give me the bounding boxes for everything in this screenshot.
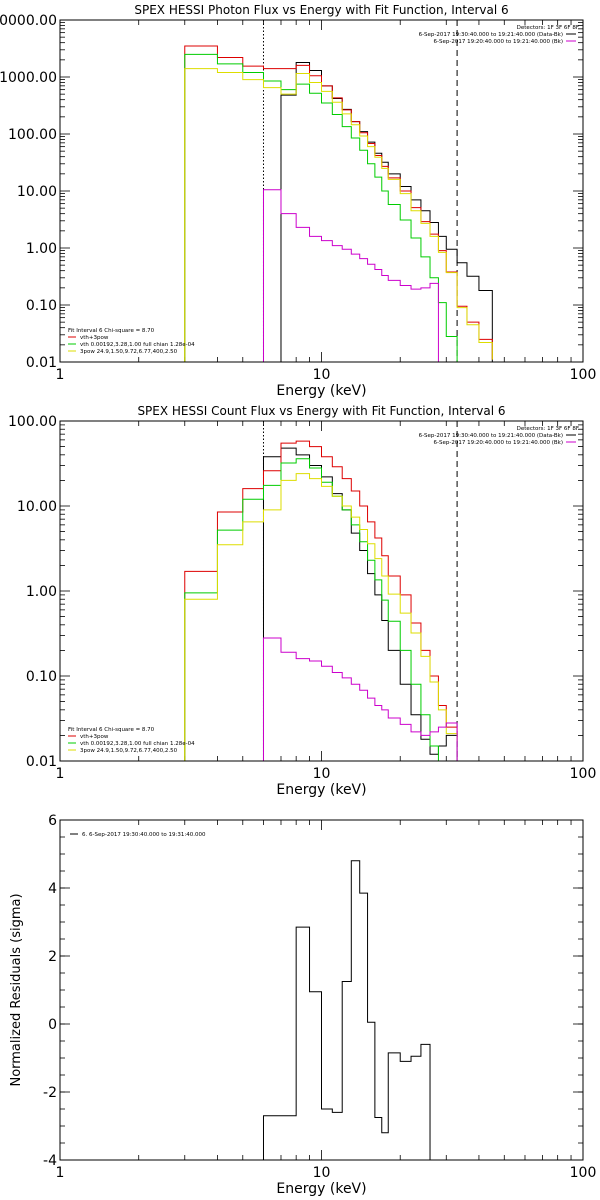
data-layer (262, 860, 431, 1160)
series-bk (262, 189, 439, 362)
legend-entry: vth 0.00192,3.28,1.00 full chian 1.28e-0… (80, 342, 195, 348)
x-axis-label: Energy (keV) (276, 383, 366, 399)
chart-title: SPEX HESSI Photon Flux vs Energy with Fi… (134, 3, 508, 17)
y-axis-label: Normalized Residuals (sigma) (9, 893, 24, 1086)
y-tick-label: 100.00 (8, 414, 57, 430)
y-tick-label: 1000.00 (0, 70, 57, 86)
legend-entry: vth+3pow (80, 734, 109, 740)
y-tick-label: 2 (48, 949, 57, 965)
x-tick-label: 100 (570, 367, 597, 383)
y-tick-label: 0.10 (26, 669, 57, 685)
data-layer (184, 45, 493, 362)
x-tick-label: 1 (56, 766, 65, 782)
series-data-bk (262, 447, 458, 761)
legend-entry: 3pow 24.9,1.50,9.72,6.77,400,2.50 (80, 349, 178, 355)
x-tick-label: 10 (313, 367, 331, 383)
y-tick-label: -4 (43, 1153, 57, 1169)
y-tick-label: 1.00 (26, 584, 57, 600)
plot-frame (59, 19, 584, 363)
series-residuals (262, 860, 431, 1160)
photon-flux-plot: SPEX HESSI Photon Flux vs Energy with Fi… (0, 3, 596, 399)
legend-entry: 6-Sep-2017 19:20:40.000 to 19:21:40.000 … (434, 440, 564, 446)
y-tick-label: 0.01 (26, 355, 57, 371)
series-data-bk (280, 61, 493, 362)
y-tick-label: 0 (48, 1017, 57, 1033)
y-tick-label: 10.00 (17, 499, 57, 515)
legend-entry: 6. 6-Sep-2017 19:30:40.000 to 19:31:40.0… (82, 832, 206, 838)
plot-frame (59, 420, 584, 762)
y-tick-label: 0.01 (26, 754, 57, 770)
x-tick-label: 10 (313, 766, 331, 782)
legend-title: Detectors: 1F 3F 6F 8F (517, 426, 579, 432)
x-axis-label: Energy (keV) (276, 1181, 366, 1197)
plot-frame (59, 819, 584, 1161)
legend-entry: 6-Sep-2017 19:30:40.000 to 19:21:40.000 … (419, 433, 563, 439)
y-tick-label: 6 (48, 813, 57, 829)
series-3pow (184, 473, 458, 761)
y-tick-label: -2 (43, 1085, 57, 1101)
y-tick-label: 4 (48, 881, 57, 897)
series-bk (262, 637, 458, 761)
legend-title: Fit Interval 6 Chi-square = 8.70 (68, 328, 155, 334)
legend-entry: 6-Sep-2017 19:20:40.000 to 19:21:40.000 … (434, 39, 564, 45)
legend-entry: 6-Sep-2017 19:30:40.000 to 19:21:40.000 … (419, 32, 563, 38)
x-tick-label: 10 (313, 1165, 331, 1181)
data-layer (184, 440, 458, 761)
chart-title: SPEX HESSI Count Flux vs Energy with Fit… (137, 404, 505, 418)
legend-entry: 3pow 24.9,1.50,9.72,6.77,400,2.50 (80, 748, 178, 754)
legend-entry: vth+3pow (80, 335, 109, 341)
y-tick-label: 10.00 (17, 184, 57, 200)
residuals-plot: 1 10 100 Energy (keV) -4 -2 0 2 4 6 Normalized Res… (9, 813, 596, 1197)
series-vth-3pow (184, 440, 458, 761)
x-tick-label: 100 (570, 766, 597, 782)
y-tick-label: 10000.00 (0, 13, 57, 29)
x-tick-label: 100 (570, 1165, 597, 1181)
y-tick-label: 1.00 (26, 241, 57, 257)
x-axis-label: Energy (keV) (276, 782, 366, 798)
x-tick-label: 1 (56, 1165, 65, 1181)
legend-title: Fit Interval 6 Chi-square = 8.70 (68, 727, 155, 733)
y-tick-label: 100.00 (8, 127, 57, 143)
legend-entry: vth 0.00192,3.28,1.00 full chian 1.28e-0… (80, 741, 195, 747)
count-flux-plot: SPEX HESSI Count Flux vs Energy with Fit… (8, 404, 596, 798)
series-3pow (184, 68, 493, 362)
series-vth (184, 53, 467, 362)
legend-title: Detectors: 1F 3F 6F 8F (517, 25, 579, 31)
y-tick-label: 0.10 (26, 298, 57, 314)
x-tick-label: 1 (56, 367, 65, 383)
